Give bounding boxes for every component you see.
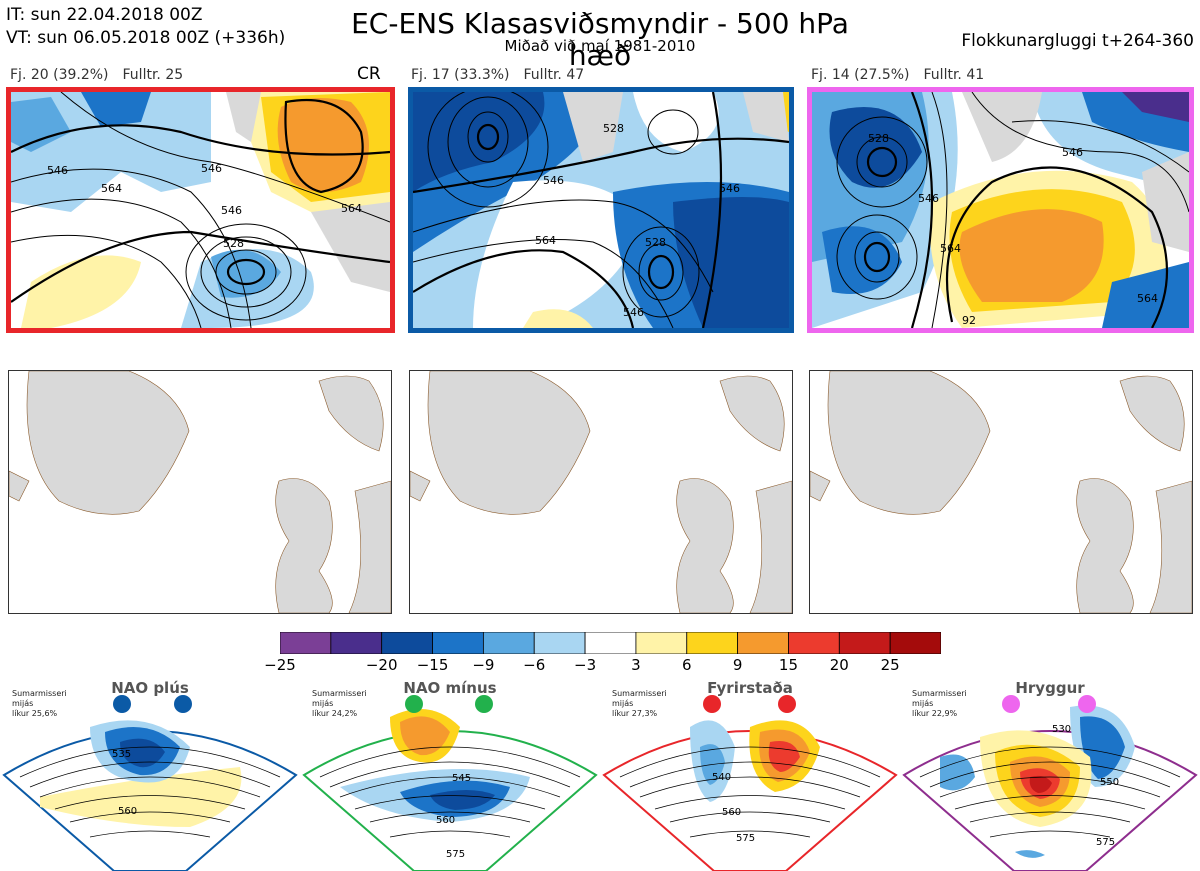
regime-nao-minus: 545 560 575 NAO mínus Sumarmisseri mijás… [300, 677, 600, 871]
cluster-3-contour-label-2: 546 [1062, 146, 1083, 159]
colorbar-tick-label: −25 [264, 656, 296, 674]
regime-4-label-1: 530 [1052, 724, 1071, 735]
colorbar-tick-label: −3 [574, 656, 597, 674]
colorbar-tick-label: 6 [681, 656, 692, 674]
regime-nao-plus: 535 560 NAO plús Sumarmisseri mijás líku… [0, 677, 300, 871]
colorbar-tick-label: −9 [472, 656, 495, 674]
initial-time: IT: sun 22.04.2018 00Z [6, 5, 203, 25]
colorbar-tick-label: 9 [732, 656, 743, 674]
regime-3-label-1: 540 [712, 772, 731, 783]
header-dates: IT: sun 22.04.2018 00Z VT: sun 06.05.201… [6, 4, 285, 50]
colorbar-swatch [432, 632, 484, 654]
cluster-3-label: Fj. 14 (27.5%) Fulltr. 41 [811, 66, 984, 84]
regime-2-name: NAO mínus [403, 679, 497, 697]
cluster-2-map: 528 546 564 546 528 546 [408, 87, 794, 333]
page-title: EC-ENS Klasasviðsmyndir - 500 hPa hæð [351, 7, 849, 72]
regime-2-info: Sumarmisseri mijás líkur 24,2% [312, 689, 367, 718]
colorbar-swatch [280, 632, 332, 654]
cluster-2-contour-label-2: 546 [543, 174, 564, 187]
colorbar-swatch [889, 632, 941, 654]
basemap-1 [8, 370, 392, 614]
regime-ridge: 530 550 575 Hryggur Sumarmisseri mijás l… [900, 677, 1200, 871]
regime-blocking: 540 560 575 Fyrirstaða Sumarmisseri mijá… [600, 677, 900, 871]
cluster-3-contour-label-6: 92 [962, 314, 976, 327]
cluster-window: Flokkunargluggi t+264-360 [961, 31, 1194, 51]
regime-1-info: Sumarmisseri mijás líkur 25,6% [12, 689, 67, 718]
cluster-3-map: 528 546 546 564 564 92 [807, 87, 1194, 333]
cluster-2-contour-label-4: 546 [719, 182, 740, 195]
colorbar-tick-label: 25 [880, 656, 900, 674]
cluster-1-contour-label-5: 564 [341, 202, 362, 215]
cluster-1-rep: Fulltr. 25 [122, 67, 184, 83]
cluster-1-label: Fj. 20 (39.2%) Fulltr. 25 [10, 66, 183, 84]
colorbar-swatch [838, 632, 891, 654]
colorbar-swatch [635, 632, 688, 654]
regime-1-name: NAO plús [111, 679, 189, 697]
cluster-2-contour-label-3: 564 [535, 234, 556, 247]
cluster-2-contour-label-1: 528 [603, 122, 624, 135]
cluster-2-label: Fj. 17 (33.3%) Fulltr. 47 [411, 66, 584, 84]
regime-3-name: Fyrirstaða [707, 679, 793, 697]
colorbar-swatch [482, 632, 535, 654]
colorbar-tick-label: −15 [416, 656, 449, 674]
cluster-3-contour-label-5: 564 [1137, 292, 1158, 305]
regime-3-info: Sumarmisseri mijás líkur 27,3% [612, 689, 667, 718]
cluster-3-contour-label-1: 528 [868, 132, 889, 145]
cluster-1-map: 546 564 546 528 564 546 [6, 87, 395, 333]
basemap-2 [409, 370, 793, 614]
cluster-3-rep: Fulltr. 41 [923, 67, 985, 83]
cluster-1-contour-label-6: 546 [221, 204, 242, 217]
cluster-1-contour-label-2: 564 [101, 182, 122, 195]
cluster-2-contour-label-5: 528 [645, 236, 666, 249]
colorbar-swatch [584, 632, 637, 654]
colorbar-swatch [788, 632, 840, 654]
cluster-1-count: Fj. 20 (39.2%) [10, 67, 109, 83]
cluster-1-contour-label-4: 528 [223, 237, 244, 250]
cluster-3-contour-label-4: 564 [940, 242, 961, 255]
cluster-1-contour-label-1: 546 [47, 164, 68, 177]
colorbar-tick-label: −20 [365, 656, 398, 674]
colorbar-tick-label: 20 [829, 656, 849, 674]
regime-2-label-2: 560 [436, 815, 455, 826]
colorbar-swatch [330, 632, 383, 654]
regime-1-label-2: 560 [118, 806, 137, 817]
colorbar-swatch [533, 632, 586, 654]
cluster-2-count: Fj. 17 (33.3%) [411, 67, 510, 83]
valid-time: VT: sun 06.05.2018 00Z (+336h) [6, 28, 286, 48]
regime-4-name: Hryggur [1015, 679, 1085, 697]
regime-3-label-3: 575 [736, 833, 755, 844]
colorbar-tick-label: 15 [778, 656, 798, 674]
regime-4-label-2: 550 [1100, 777, 1119, 788]
colorbar-tick-label: −6 [523, 656, 546, 674]
regime-4-label-3: 575 [1096, 837, 1115, 848]
regime-2-label-3: 575 [446, 849, 465, 860]
basemap-3 [809, 370, 1193, 614]
regime-4-info: Sumarmisseri mijás líkur 22,9% [912, 689, 967, 718]
cluster-1-contour-label-3: 546 [201, 162, 222, 175]
regime-1-label-1: 535 [112, 749, 131, 760]
regime-2-label-1: 545 [452, 773, 471, 784]
colorbar-swatch [381, 632, 433, 654]
cluster-3-contour-label-3: 546 [918, 192, 939, 205]
colorbar-tick-label: 3 [631, 656, 641, 674]
colorbar [280, 632, 941, 654]
page-subtitle: Miðað við maí 1981-2010 [504, 37, 696, 55]
cr-label: CR [357, 64, 381, 84]
colorbar-swatch [737, 632, 789, 654]
cluster-3-count: Fj. 14 (27.5%) [811, 67, 910, 83]
cluster-2-rep: Fulltr. 47 [523, 67, 585, 83]
cluster-2-contour-label-6: 546 [623, 306, 644, 319]
colorbar-swatch [686, 632, 739, 654]
regime-3-label-2: 560 [722, 807, 741, 818]
